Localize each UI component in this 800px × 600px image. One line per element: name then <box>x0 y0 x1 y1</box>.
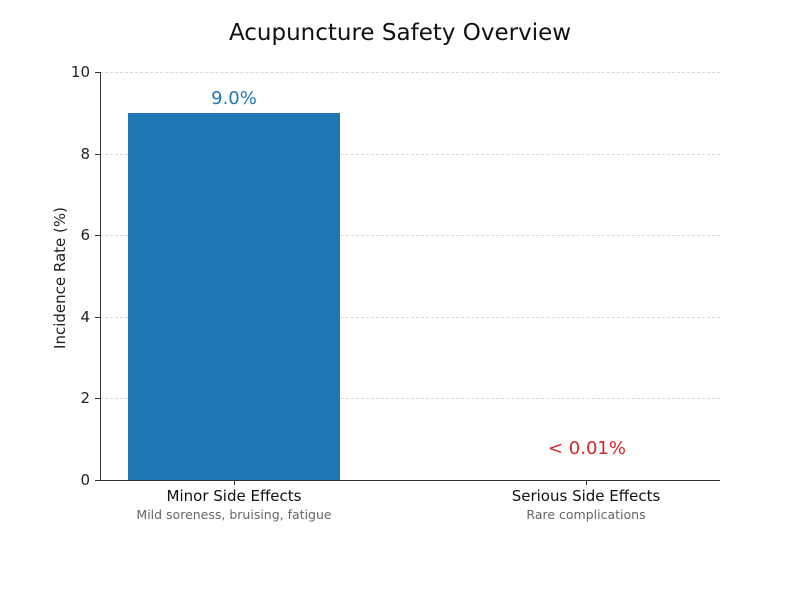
y-tick-mark <box>95 235 100 237</box>
y-tick-label: 8 <box>80 144 90 163</box>
gridline-2 <box>100 398 720 400</box>
y-tick-label: 6 <box>80 226 90 245</box>
y-tick-label: 2 <box>80 389 90 408</box>
gridline-8 <box>100 153 720 155</box>
plot-area <box>100 72 720 480</box>
x-tick-mark <box>586 480 587 485</box>
value-label-minor: 9.0% <box>211 88 257 109</box>
category-subtitle: Rare complications <box>526 507 646 522</box>
y-tick-mark <box>95 398 100 400</box>
x-category-serious: Serious Side Effects Rare complications <box>512 487 661 522</box>
y-tick-mark <box>95 316 100 318</box>
y-tick-label: 10 <box>70 63 90 81</box>
gridline-6 <box>100 235 720 237</box>
chart-title: Acupuncture Safety Overview <box>228 20 572 46</box>
category-label: Serious Side Effects <box>511 487 661 505</box>
gridline-10 <box>100 72 720 73</box>
y-axis-title: Incidence Rate (%) <box>51 207 69 349</box>
y-tick-label: 0 <box>80 471 90 489</box>
gridline-4 <box>100 316 720 318</box>
y-tick-mark <box>95 153 100 155</box>
category-subtitle: Mild soreness, bruising, fatigue <box>136 507 332 522</box>
y-tick-mark <box>95 480 100 481</box>
x-axis-line <box>100 480 720 481</box>
x-category-minor: Minor Side Effects Mild soreness, bruisi… <box>136 487 331 522</box>
category-label: Minor Side Effects <box>166 487 302 505</box>
value-label-serious: < 0.01% <box>548 438 626 459</box>
y-tick-label: 4 <box>80 307 90 326</box>
bar-minor-side-effects <box>128 113 340 480</box>
y-tick-mark <box>95 72 100 73</box>
y-axis-line <box>100 72 101 480</box>
x-tick-mark <box>234 480 235 485</box>
